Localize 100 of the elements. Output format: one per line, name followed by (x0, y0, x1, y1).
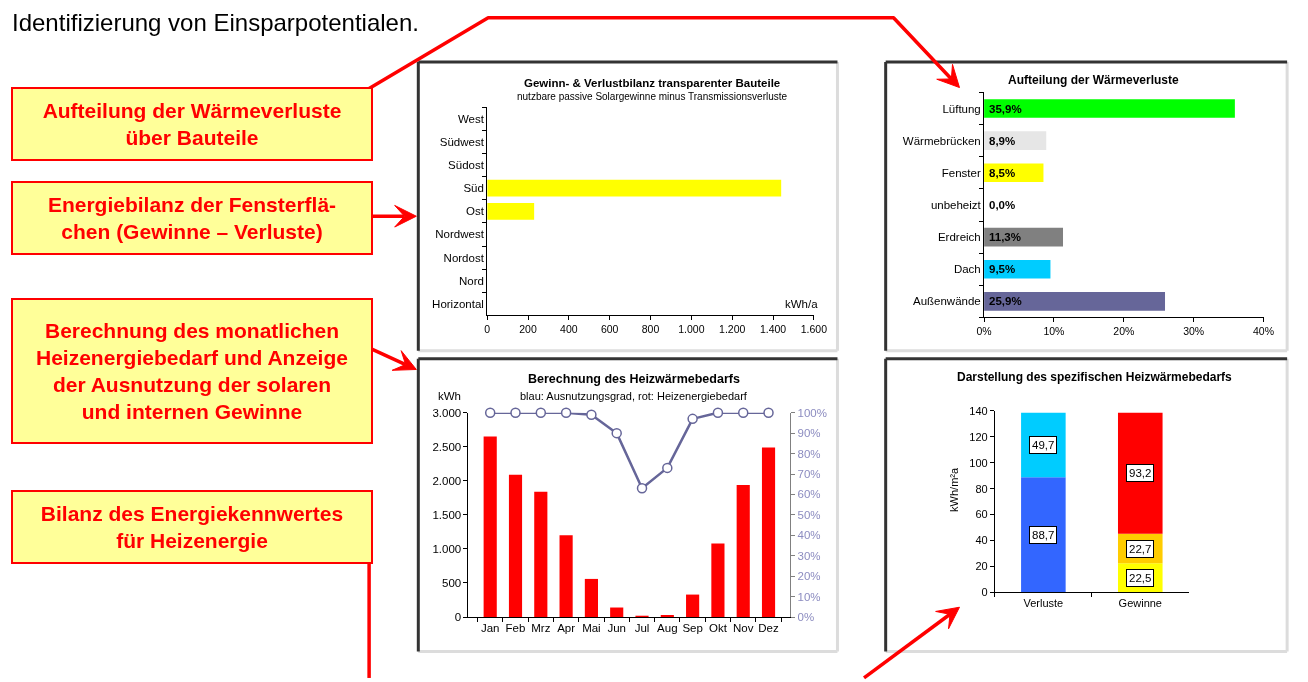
x-tick-label: Jul (634, 621, 650, 634)
y2-tick-label: 30% (797, 549, 821, 562)
y2-tick-label: 50% (797, 508, 821, 521)
y-tick-label: 1.500 (432, 508, 462, 521)
chart-title: Aufteilung der Wärmeverluste (1008, 73, 1180, 87)
x-tick-label: Nov (733, 621, 754, 634)
x-tick-label: Dez (758, 621, 779, 634)
y-tick-label: Lüftung (942, 102, 981, 115)
x-tick-label: Gewinne (1118, 596, 1162, 609)
x-tick-label: 10% (1043, 325, 1065, 338)
bar (508, 474, 523, 618)
y-tick-label: 100 (969, 456, 988, 469)
y-tick-label: 2.000 (432, 474, 462, 487)
y-tick-label: 2.500 (432, 440, 462, 453)
y-tick-label: Süd (463, 182, 484, 195)
y-tick-label: Nordwest (435, 228, 485, 241)
point (586, 409, 597, 420)
bar (984, 99, 1235, 118)
data-label: 0,0% (989, 199, 1016, 211)
bar (610, 607, 624, 618)
y-tick-label: 0 (454, 611, 462, 624)
y-tick-label: Ost (465, 205, 485, 218)
bar (534, 491, 548, 618)
point (636, 483, 648, 494)
bar (984, 292, 1166, 311)
x-tick-label: Verluste (1023, 596, 1064, 609)
y2-tick-label: 40% (797, 529, 821, 542)
y-tick-label: 20 (975, 560, 988, 573)
bar (660, 615, 674, 618)
chart-title: Gewinn- & Verlustbilanz transparenter Bauteile (524, 77, 781, 89)
x-tick-label: Jan (480, 621, 500, 634)
y-tick-label: Fenster (941, 166, 981, 179)
x-tick-label: Jun (607, 621, 626, 634)
point (611, 427, 622, 439)
y-tick-label: Südost (448, 159, 485, 172)
y-tick-label: West (457, 112, 485, 125)
y2-tick-label: 60% (797, 488, 821, 501)
y-tick-label: Wärmebrücken (902, 134, 981, 147)
y2-tick-label: 70% (797, 468, 821, 481)
point (712, 407, 724, 418)
chart-subtitle: blau: Ausnutzungsgrad, rot: Heizenergiebedarf (520, 390, 748, 402)
point (510, 407, 521, 418)
x-tick-label: Aug (657, 621, 678, 634)
data-label: 8,9% (989, 135, 1016, 147)
x-tick-label: Sep (682, 621, 703, 634)
y-tick-label: 500 (442, 577, 462, 590)
x-tick-label: 1.400 (759, 323, 787, 336)
bar (559, 535, 573, 618)
y-tick-label: unbeheizt (930, 198, 982, 211)
y2-tick-label: 20% (797, 570, 821, 583)
bar (483, 436, 497, 618)
text: Berechnung des monatlichen Heizenergiebedarf und Anzeige der Ausnutzung der solaren und internen Gewinne (36, 318, 348, 424)
y2-tick-label: 0% (797, 611, 815, 624)
y2-tick-label: 100% (797, 406, 827, 419)
point (737, 407, 749, 418)
x-tick-label: Feb (505, 621, 526, 634)
x-tick-label: 1.600 (800, 323, 828, 336)
y-axis-title: kWh/m²a (948, 467, 961, 512)
data-label: 9,5% (989, 263, 1016, 275)
chart-title: Berechnung des Heizwärmebedarfs (528, 372, 740, 386)
point (662, 462, 673, 474)
x-tick-label: 400 (560, 323, 578, 336)
data-label: 88,7 (1032, 529, 1055, 541)
x-tick-label: 800 (641, 323, 660, 336)
y-tick-label: Horizontal (432, 297, 484, 310)
x-tick-label: 40% (1253, 325, 1275, 338)
data-label: 11,3% (989, 231, 1021, 243)
y-tick-label: Nord (458, 274, 484, 287)
bar (711, 543, 725, 618)
y-tick-label: Außenwände (912, 295, 981, 308)
text: Identifizierung von Einsparpotentialen. (12, 9, 419, 36)
x-tick-label: 30% (1183, 325, 1205, 338)
y-tick-label: Südwest (439, 135, 485, 148)
y-tick-label: 3.000 (432, 406, 462, 419)
y2-tick-label: 80% (797, 447, 821, 460)
y-tick-label: 0 (981, 586, 988, 599)
data-label: 25,9% (989, 295, 1022, 307)
y-tick-label: 120 (969, 430, 988, 443)
y-tick-label: Nordost (443, 251, 485, 264)
data-label: 49,7 (1032, 439, 1055, 451)
bar (1117, 412, 1163, 534)
text: Bilanz des Energiekennwertes für Heizenergie (40, 501, 344, 553)
bar (686, 594, 700, 618)
text: Energiebilanz der Fensterflä- chen (Gewinne – Verluste) (47, 192, 337, 244)
y-tick-label: Dach (953, 263, 981, 276)
x-tick-label: Apr (557, 621, 576, 634)
chart-title: Darstellung des spezifischen Heizwärmebedarfs (957, 370, 1233, 384)
chart-subtitle: nutzbare passive Solargewinne minus Transmissionsverluste (517, 91, 788, 102)
point (560, 407, 572, 418)
bar (1021, 477, 1066, 593)
point (687, 413, 698, 425)
text: Aufteilung der Wärmeverluste über Bauteile (42, 98, 342, 150)
bar (584, 578, 598, 618)
y-axis-title: kWh (438, 390, 461, 402)
data-label: 22,5 (1129, 572, 1152, 584)
data-label: 8,5% (989, 167, 1016, 179)
bar (736, 484, 750, 618)
x-tick-label: 200 (519, 323, 537, 336)
data-label: 35,9% (989, 103, 1022, 115)
y-tick-label: 1.000 (432, 542, 462, 555)
